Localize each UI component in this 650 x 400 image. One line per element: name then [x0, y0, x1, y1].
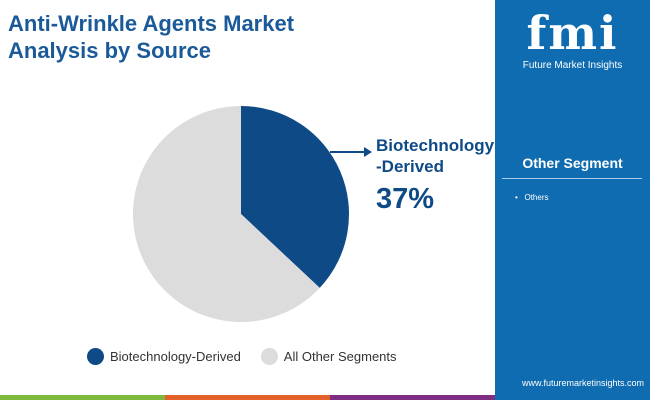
legend-swatch: [87, 348, 104, 365]
legend: Biotechnology-Derived All Other Segments: [87, 348, 417, 365]
legend-label: All Other Segments: [283, 349, 397, 364]
segment-title: Other Segment: [522, 155, 623, 171]
fmi-logo: fmi Future Market Insights: [515, 8, 630, 71]
legend-item-biotech: Biotechnology-Derived: [87, 348, 241, 365]
legend-swatch: [260, 348, 278, 365]
logo-subtitle: Future Market Insights: [522, 60, 623, 71]
segment-item: • Others: [515, 193, 549, 202]
segment-item-label: Others: [524, 193, 549, 202]
side-panel: fmi Future Market Insights Other Segment…: [495, 0, 650, 400]
callout-label-1: Biotechnology: [376, 136, 495, 155]
website-link[interactable]: www.futuremarketinsights.com: [521, 378, 644, 388]
pie-chart: [133, 106, 372, 322]
legend-item-others: All Other Segments: [260, 348, 397, 365]
pie-slice-0: [241, 106, 350, 288]
logo-mark: fmi: [526, 6, 619, 60]
callout-arrow: [330, 147, 372, 157]
callout-label-2: -Derived: [376, 157, 445, 176]
footer-bar-orange: [165, 395, 330, 400]
footer-bar-green: [0, 395, 165, 400]
callout: Biotechnology -Derived 37%: [376, 135, 494, 216]
pie-slice-1: [133, 106, 320, 322]
callout-percent: 37%: [376, 183, 435, 215]
legend-label: Biotechnology-Derived: [110, 349, 241, 364]
divider: [502, 178, 642, 179]
footer-bar-purple: [330, 395, 495, 400]
page-title: Anti-Wrinkle Agents Market Analysis by S…: [8, 11, 295, 63]
